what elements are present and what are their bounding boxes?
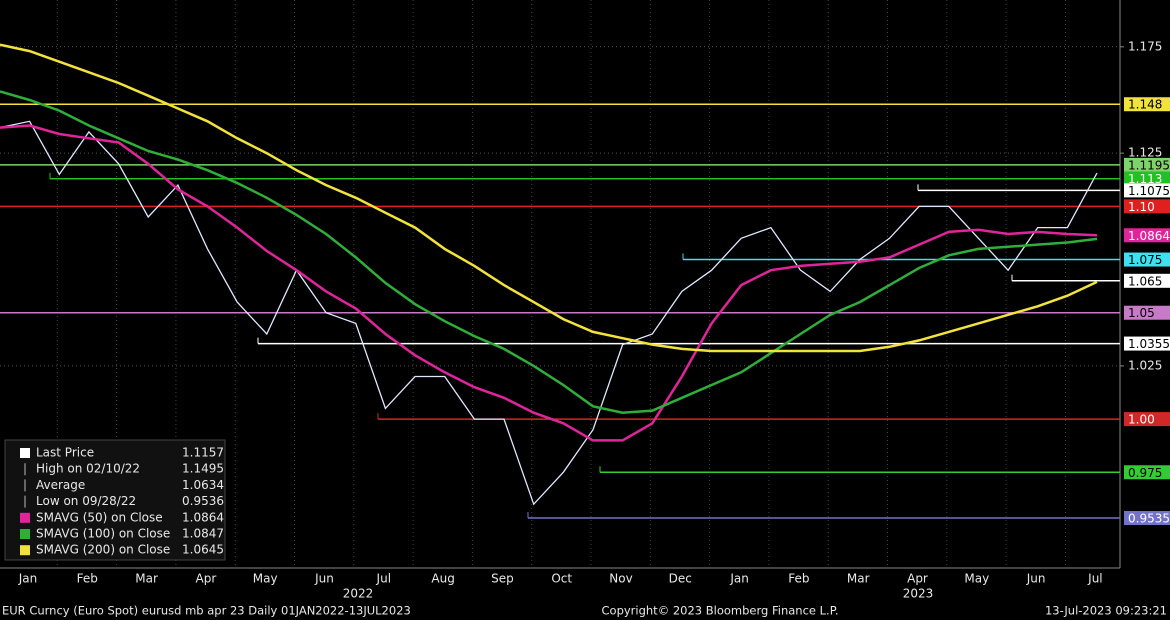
x-tick-label: Aug (431, 572, 454, 586)
level-label-box (1124, 97, 1170, 112)
x-tick-label: Nov (609, 572, 632, 586)
x-tick-label: Jun (314, 572, 334, 586)
moving-average (0, 124, 1098, 442)
x-tick-label: Mar (135, 572, 158, 586)
year-label: 2023 (903, 587, 934, 601)
legend-label: SMAVG (50) on Close (36, 510, 163, 524)
legend-value: 1.0847 (182, 527, 224, 541)
legend-label: Last Price (36, 446, 94, 460)
legend-label: Low on 09/28/22 (36, 494, 136, 508)
legend-value: 0.9536 (182, 494, 224, 508)
legend-value: 1.0634 (182, 478, 224, 492)
level-label-box (1124, 252, 1170, 267)
x-tick-label: Sep (491, 572, 514, 586)
level-label: 1.0864 (1128, 229, 1170, 243)
legend-swatch (20, 529, 30, 539)
legend-swatch (20, 448, 30, 458)
legend: Last Price 1.1157 High on 02/10/22 1.1495 Av… (4, 439, 226, 561)
level-label-box (1124, 183, 1170, 198)
level-label: 0.9535 (1128, 512, 1170, 526)
moving-average (0, 90, 1098, 414)
x-tick-label: Jan (729, 572, 749, 586)
y-tick-label: 1.125 (1128, 146, 1162, 160)
level-label: 1.075 (1128, 253, 1162, 267)
level-label: 1.065 (1128, 274, 1162, 288)
level-label: 1.1075 (1128, 184, 1170, 198)
level-label-box (1124, 305, 1170, 320)
x-tick-label: Feb (77, 572, 98, 586)
legend-value: 1.0864 (182, 510, 224, 524)
legend-value: 1.1495 (182, 462, 224, 476)
x-tick-label: Feb (788, 572, 809, 586)
x-tick-label: Apr (196, 572, 217, 586)
legend-swatch (20, 545, 30, 556)
footer-center: Copyright© 2023 Bloomberg Finance L.P. (602, 604, 839, 618)
legend-value: 1.0645 (182, 543, 224, 557)
level-label-box (1124, 171, 1170, 186)
legend-value: 1.1157 (182, 446, 224, 460)
x-tick-label: Jan (18, 572, 38, 586)
x-tick-label: Mar (847, 572, 870, 586)
level-label: 0.975 (1128, 466, 1162, 480)
footer-right: 13-Jul-2023 09:23:21 (1045, 604, 1167, 618)
x-tick-label: Jul (376, 572, 391, 586)
moving-average (0, 43, 1098, 353)
legend-label: Average (36, 478, 85, 492)
x-tick-label: May (964, 572, 989, 586)
level-label-box (1124, 199, 1170, 214)
level-label-box (1124, 336, 1170, 351)
level-label: 1.1195 (1128, 158, 1170, 172)
level-label: 1.10 (1128, 200, 1155, 214)
price-line (0, 120, 1098, 506)
year-label: 2022 (343, 587, 374, 601)
footer-left: EUR Curncy (Euro Spot) eurusd mb apr 23 … (2, 604, 411, 618)
legend-swatch (20, 512, 30, 523)
x-tick-label: Apr (907, 572, 928, 586)
legend-label: SMAVG (100) on Close (36, 527, 170, 541)
level-label: 1.00 (1128, 413, 1155, 427)
legend-label: High on 02/10/22 (36, 462, 140, 476)
legend-label: SMAVG (200) on Close (36, 543, 170, 557)
x-tick-label: Jun (1026, 572, 1046, 586)
level-label-box (1124, 465, 1170, 480)
x-tick-label: Dec (669, 572, 692, 586)
level-label-box (1124, 511, 1170, 526)
level-label: 1.05 (1128, 306, 1155, 320)
level-label: 1.113 (1128, 172, 1162, 186)
level-label-box (1124, 412, 1170, 427)
y-tick-label: 1.175 (1128, 39, 1162, 53)
level-label: 1.0355 (1128, 337, 1170, 351)
level-label-box (1124, 228, 1170, 243)
x-tick-label: May (253, 572, 278, 586)
level-label: 1.148 (1128, 98, 1162, 112)
x-tick-label: Oct (551, 572, 572, 586)
y-tick-label: 1.025 (1128, 358, 1162, 372)
legend-box (4, 439, 226, 561)
level-label-box (1124, 157, 1170, 172)
x-tick-label: Jul (1087, 572, 1102, 586)
level-label-box (1124, 273, 1170, 288)
